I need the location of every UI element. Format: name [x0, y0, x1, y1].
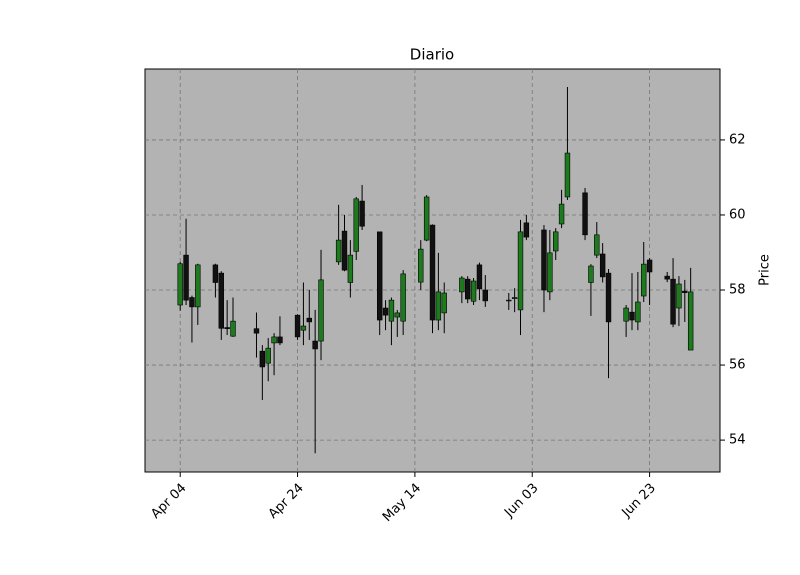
candle-body — [564, 152, 571, 198]
candle-body — [558, 203, 565, 225]
candle-body — [553, 231, 559, 252]
candle-body — [465, 278, 471, 300]
candle-body — [476, 264, 483, 290]
y-tick-label: 54 — [729, 433, 746, 448]
candle-body — [541, 229, 547, 291]
candle-body — [388, 299, 395, 322]
candle-body — [588, 265, 594, 283]
candle-body — [400, 273, 406, 322]
candle-body — [212, 264, 219, 283]
candle-body — [189, 297, 195, 308]
x-tick-label: May 14 — [380, 481, 424, 525]
candle-body — [582, 192, 588, 236]
y-tick-label: 58 — [729, 283, 746, 298]
candle-body — [623, 307, 629, 322]
candle-body — [682, 290, 688, 293]
candle-body — [641, 263, 647, 297]
candle-body — [599, 253, 606, 278]
candle-body — [271, 336, 277, 344]
candle-body — [506, 299, 512, 302]
candle-body — [435, 291, 442, 321]
candle-body — [676, 283, 682, 309]
candle-body — [511, 297, 518, 299]
candle-body — [218, 272, 224, 329]
candle-body — [382, 307, 389, 316]
candle-body — [306, 317, 312, 323]
x-tick-label: Jun 03 — [501, 481, 541, 521]
candle-body — [441, 292, 447, 314]
candle-body — [646, 259, 653, 273]
candle-body — [670, 278, 676, 325]
y-tick-label: 62 — [729, 132, 746, 147]
candle-body — [418, 248, 424, 283]
x-tick-label: Apr 04 — [148, 481, 189, 522]
candle-body — [177, 263, 183, 306]
x-tick-label: Jun 23 — [619, 481, 659, 521]
candle-body — [594, 234, 600, 256]
x-tick-label: Apr 24 — [266, 481, 307, 522]
candle-body — [300, 325, 307, 331]
candle-body — [605, 272, 612, 323]
candle-body — [359, 200, 365, 227]
candle-body — [230, 320, 236, 337]
y-axis-label: Price — [758, 254, 773, 286]
candle-body — [183, 254, 189, 301]
candle-body — [517, 231, 524, 311]
candle-body — [394, 312, 400, 318]
candle-body — [312, 340, 318, 350]
candle-body — [547, 252, 553, 293]
candle-body — [687, 291, 694, 351]
candle-body — [253, 328, 260, 334]
candle-body — [629, 311, 635, 321]
y-tick-label: 56 — [729, 358, 746, 373]
candle-body — [259, 350, 266, 368]
candle-body — [482, 289, 489, 302]
candle-body — [294, 314, 301, 338]
candle-body — [635, 301, 641, 323]
candle-body — [459, 277, 465, 293]
candle-body — [423, 196, 430, 241]
candle-body — [429, 224, 436, 321]
candle-body — [347, 254, 354, 283]
candle-body — [335, 239, 342, 263]
candle-body — [353, 198, 359, 252]
candle-body — [470, 280, 477, 302]
y-tick-label: 60 — [729, 207, 746, 222]
candle-body — [664, 275, 670, 280]
candle-body — [341, 230, 348, 271]
chart-title: Diario — [410, 46, 454, 64]
candle-body — [376, 231, 383, 321]
candle-body — [265, 347, 271, 364]
candle-body — [277, 336, 283, 344]
candle-body — [224, 327, 230, 329]
candle-body — [318, 279, 324, 342]
candle-body — [523, 222, 530, 238]
candle-body — [195, 264, 201, 308]
